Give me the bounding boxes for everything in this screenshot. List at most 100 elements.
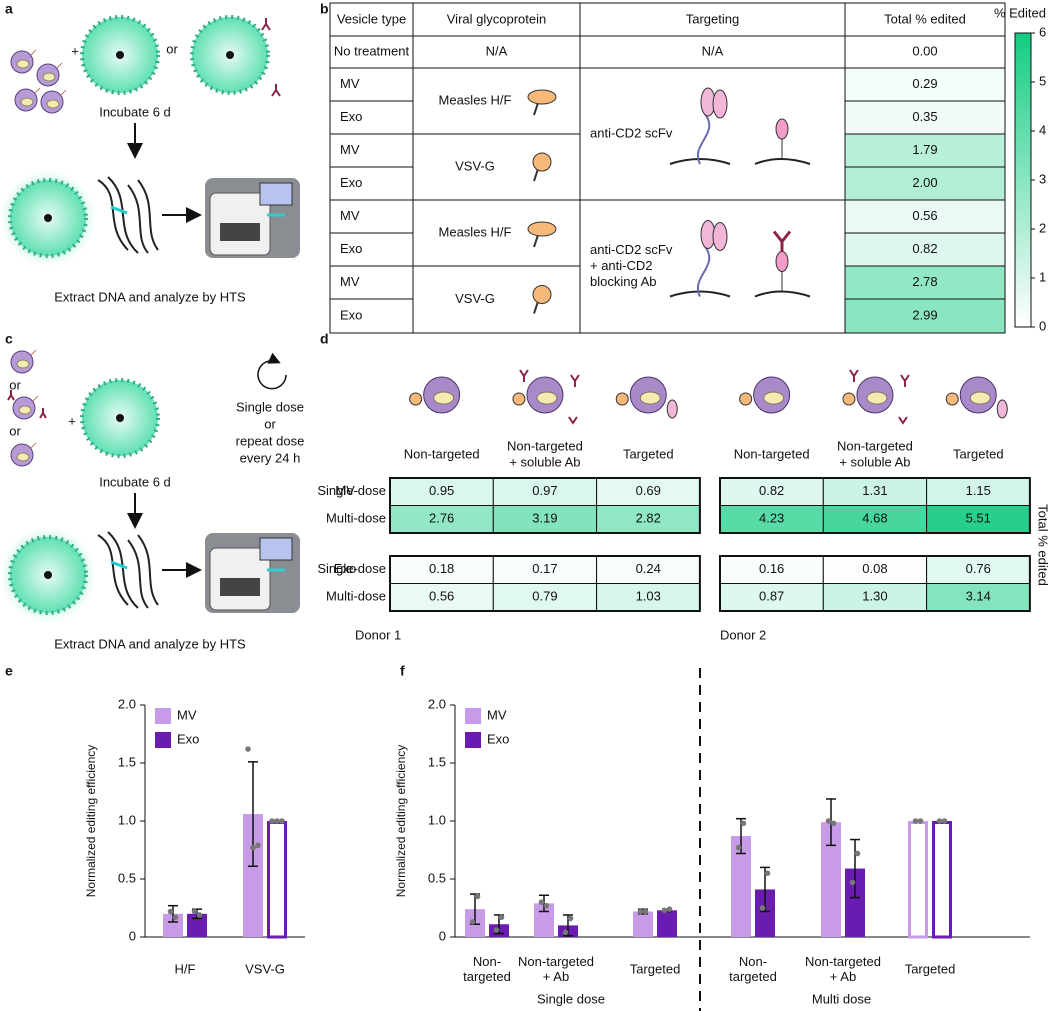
icon-stem: [533, 301, 539, 314]
x-tick-label: Targeted: [630, 961, 681, 976]
panel-label: a: [5, 1, 13, 17]
glycoprotein: VSV-G: [455, 158, 495, 173]
block-border: [719, 555, 1031, 612]
cargo: [866, 391, 888, 405]
scfv: [712, 89, 728, 119]
cell-value: 1.15: [966, 483, 991, 498]
dose-label: Single-dose: [317, 561, 386, 576]
vesicle-type: Exo: [340, 109, 362, 124]
vesicle-icon: [409, 376, 461, 414]
dosing-text: every 24 h: [240, 450, 301, 465]
vesicle-icon: [512, 369, 580, 425]
data-point: [661, 907, 668, 914]
glycoprotein-icon: [527, 89, 557, 116]
scfv-linker: [697, 113, 711, 165]
value-cell: [844, 199, 1006, 234]
icon-stem: [533, 168, 539, 182]
cd2: [775, 118, 789, 140]
cell-value: 1.31: [862, 483, 887, 498]
decoration: [257, 352, 287, 390]
y-tick-label: 2.0: [118, 696, 136, 711]
y-axis-label: Normalized editing efficiency: [84, 745, 98, 898]
targeting: blocking Ab: [590, 274, 657, 289]
scfv-linker: [697, 245, 711, 297]
cell: [579, 199, 846, 334]
decoration: [7, 390, 47, 419]
bar: [908, 821, 928, 939]
colorbar-tick-label: 3: [1039, 171, 1046, 186]
cargo: [639, 391, 661, 405]
heat-cell: [926, 477, 1031, 506]
glycoprotein-icon: [532, 152, 552, 182]
decoration: [203, 176, 302, 260]
glycoprotein-icon: [527, 221, 557, 248]
data-point: [637, 908, 644, 915]
value-label: 2.00: [912, 175, 937, 190]
vesicle-icon: [739, 376, 791, 414]
column-header: Targeting: [686, 11, 739, 26]
heat-cell: [389, 505, 494, 534]
value-label: 2.78: [912, 274, 937, 289]
targeting: anti-CD2 scFv: [590, 242, 673, 257]
block-border: [719, 477, 1031, 534]
legend-swatch: [465, 708, 481, 724]
glycoprotein: [512, 392, 526, 406]
panel-label: b: [320, 1, 329, 17]
targeting: anti-CD2 scFv: [590, 125, 673, 140]
membrane: [669, 290, 811, 298]
data-point: [250, 844, 256, 851]
cell-value: 0.08: [862, 561, 887, 576]
dosing-text: Single dose: [236, 399, 304, 414]
cargo: [536, 391, 558, 405]
cell: [412, 265, 581, 334]
vesicle-type: No treatment: [334, 43, 410, 58]
colorbar-tick-label: 0: [1039, 318, 1046, 333]
data-point: [849, 879, 856, 886]
blocking-ab: [772, 230, 792, 252]
donor-label: Donor 1: [355, 627, 401, 642]
decoration: [14, 87, 41, 112]
cell-value: 0.56: [429, 589, 454, 604]
heat-cell: [492, 583, 598, 612]
legend-label: Exo: [487, 731, 509, 746]
dose-label: Multi-dose: [326, 511, 386, 526]
plus-sign: +: [71, 43, 79, 58]
cell-value: 4.68: [862, 511, 887, 526]
cell-value: 3.14: [966, 589, 991, 604]
cell-value: 5.51: [966, 511, 991, 526]
column-label: Non-targeted: [837, 438, 913, 453]
donor-label: Donor 2: [720, 627, 766, 642]
value-label: 0.82: [912, 241, 937, 256]
decoration: [8, 178, 88, 258]
colorbar-tick-label: 5: [1039, 73, 1046, 88]
heat-cell: [926, 583, 1031, 612]
cell-value: 1.03: [636, 589, 661, 604]
dosing-text: or: [264, 416, 276, 431]
decoration: [36, 62, 63, 87]
value-label: 2.99: [912, 307, 937, 322]
column-label: Non-targeted: [507, 438, 583, 453]
vesicle-type: Exo: [340, 241, 362, 256]
x-tick-label: Non-: [473, 954, 501, 969]
data-point: [912, 818, 919, 824]
cell: [329, 166, 414, 201]
data-point: [196, 912, 203, 918]
data-point: [740, 820, 747, 827]
scfv: [996, 399, 1008, 419]
cd2: [775, 251, 789, 272]
bar: [657, 910, 677, 937]
cell: [329, 265, 414, 300]
group-label: Multi dose: [812, 991, 871, 1006]
block-border: [389, 477, 701, 534]
bar: [267, 821, 287, 939]
legend-swatch: [155, 732, 171, 748]
vesicle-type: MV: [340, 76, 360, 91]
cell-value: 0.16: [759, 561, 784, 576]
data-point: [567, 915, 574, 922]
scfv: [666, 399, 678, 419]
colorbar-title: % Edited: [994, 5, 1046, 20]
header-cell: [329, 2, 414, 37]
cell-value: 0.82: [759, 483, 784, 498]
heat-cell: [596, 505, 701, 534]
